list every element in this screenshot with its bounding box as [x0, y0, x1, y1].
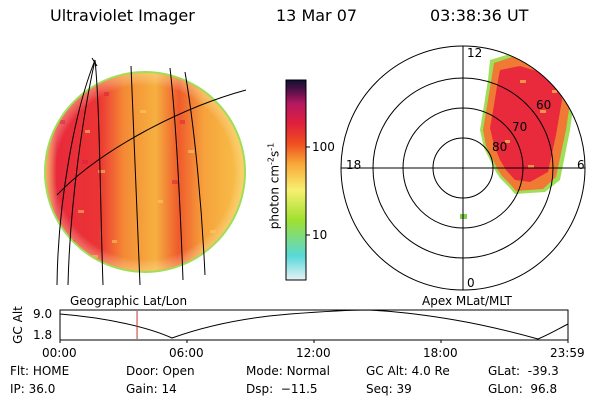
status-seq: Seq: 39 — [366, 382, 412, 396]
status-gc-alt: GC Alt: 4.0 Re — [366, 364, 450, 378]
polar-grid — [340, 45, 586, 291]
orbit-axis-label: GC Alt — [11, 306, 25, 344]
mlt-label-18: 18 — [346, 158, 362, 172]
polar-mlt-plot — [340, 45, 586, 291]
orbit-xtick-2359: 23:59 — [550, 346, 585, 360]
orbit-ytick-low: 1.8 — [33, 328, 53, 342]
status-glon: GLon: 96.8 — [488, 382, 558, 396]
colorbar-tick-100: 100 — [312, 140, 335, 154]
orbit-xtick-1800: 18:00 — [423, 346, 458, 360]
status-glat: GLat: -39.3 — [488, 364, 559, 378]
mlat-label-60: 60 — [536, 98, 552, 112]
status-dsp: Dsp: −11.5 — [246, 382, 318, 396]
color-bar-gradient — [285, 79, 307, 281]
image-time: 03:38:36 UT — [430, 6, 529, 25]
geographic-disk-image — [44, 57, 247, 286]
orbit-ytick-high: 9.0 — [33, 307, 53, 321]
mlt-label-12: 12 — [467, 46, 483, 60]
instrument-title: Ultraviolet Imager — [50, 6, 195, 25]
magnetic-panel-label: Apex MLat/MLT — [422, 294, 512, 308]
altitude-curve — [59, 309, 569, 340]
image-date: 13 Mar 07 — [276, 6, 358, 25]
mlat-label-70: 70 — [512, 120, 528, 134]
status-ip: IP: 36.0 — [10, 382, 56, 396]
color-scale-bar — [285, 79, 310, 281]
geographic-grid — [56, 57, 247, 286]
status-gain: Gain: 14 — [126, 382, 177, 396]
status-door: Door: Open — [126, 364, 195, 378]
orbit-xtick-0000: 00:00 — [42, 346, 77, 360]
orbit-xtick-1200: 12:00 — [296, 346, 331, 360]
status-mode: Mode: Normal — [246, 364, 330, 378]
colorbar-tick-10: 10 — [312, 228, 328, 242]
mlt-label-6: 6 — [577, 158, 585, 172]
mlt-label-0: 0 — [467, 276, 475, 290]
geographic-panel-label: Geographic Lat/Lon — [70, 294, 188, 308]
mlat-label-80: 80 — [492, 140, 508, 154]
orbit-xtick-0600: 06:00 — [169, 346, 204, 360]
status-flight: Flt: HOME — [10, 364, 70, 378]
